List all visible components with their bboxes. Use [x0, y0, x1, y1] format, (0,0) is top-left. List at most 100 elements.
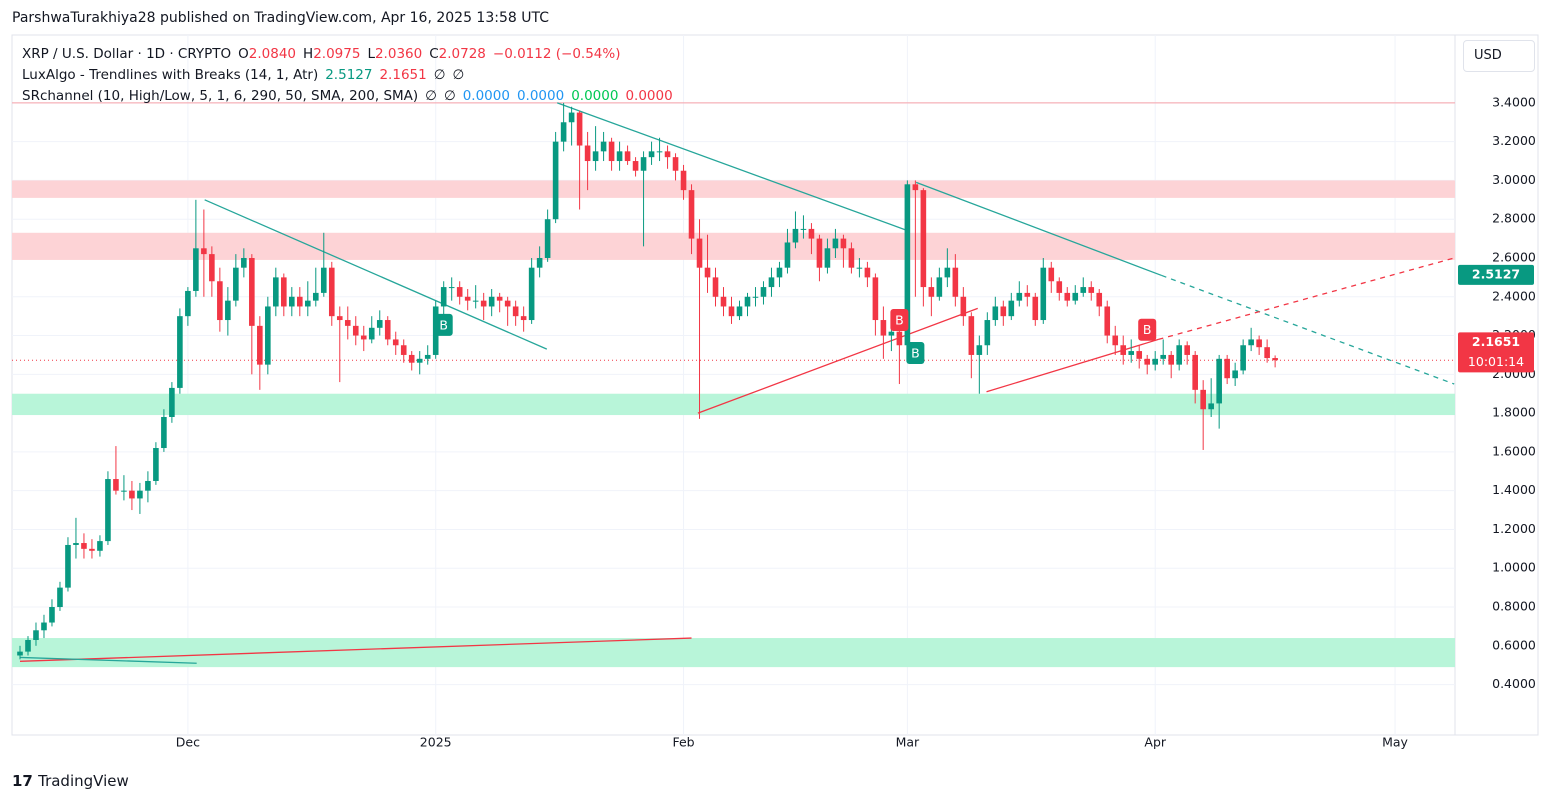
- signal-label: B: [439, 317, 448, 332]
- candle-body: [680, 170, 687, 191]
- candle-body: [273, 277, 279, 307]
- sr-zone: [12, 638, 1455, 668]
- candle-body: [976, 345, 983, 355]
- candle-body: [800, 228, 807, 230]
- candle-body: [400, 345, 407, 355]
- candle-body: [25, 639, 31, 652]
- y-tick-label: 0.6000: [1492, 637, 1536, 652]
- candle-body: [560, 122, 567, 142]
- legend-item: 2.0840: [248, 46, 297, 62]
- candle-body: [1136, 351, 1143, 359]
- trendline: [986, 338, 1159, 393]
- candle-body: [936, 277, 943, 297]
- candle-body: [624, 151, 631, 162]
- x-tick-label: Mar: [896, 735, 920, 750]
- candle-body: [616, 151, 623, 162]
- candle-body: [1168, 354, 1174, 365]
- candle-body: [480, 300, 487, 307]
- currency-button[interactable]: USD: [1463, 40, 1535, 72]
- legend-item: ∅: [433, 67, 446, 83]
- x-tick-label: Feb: [672, 735, 694, 750]
- candle-body: [536, 257, 543, 268]
- candle-body: [744, 296, 751, 307]
- candle-body: [752, 296, 759, 298]
- candle-body: [169, 387, 175, 417]
- candle-body: [456, 287, 463, 297]
- candle-body: [41, 622, 47, 631]
- signal-badge: [906, 342, 925, 365]
- candle-body: [1112, 335, 1119, 346]
- y-tick-label: 1.8000: [1492, 405, 1536, 420]
- candle-body: [185, 290, 191, 317]
- y-tick-label: 2.8000: [1492, 211, 1536, 226]
- candle-body: [209, 254, 215, 282]
- candle-body: [1048, 267, 1055, 282]
- sr-zone: [12, 180, 1455, 198]
- candle-body: [904, 184, 911, 346]
- candle-body: [504, 300, 511, 307]
- legend-item: 2.1651: [379, 67, 427, 83]
- y-tick-label: 2.6000: [1492, 249, 1536, 264]
- candle-body: [1056, 281, 1063, 293]
- legend-item: −0.0112 (−0.54%): [492, 46, 621, 62]
- candle-body: [832, 238, 839, 249]
- trendline: [204, 199, 548, 350]
- sr-zone: [12, 232, 1455, 260]
- candle-body: [328, 267, 335, 317]
- candle-body: [81, 543, 87, 549]
- header: ParshwaTurakhiya28 published on TradingV…: [12, 10, 549, 26]
- candle-body: [1272, 358, 1278, 361]
- candle-body: [776, 267, 783, 278]
- candle-body: [688, 190, 695, 239]
- candle-body: [968, 316, 975, 355]
- y-tick-label: 0.4000: [1492, 676, 1536, 691]
- signal-label: B: [895, 313, 904, 328]
- candle-body: [784, 242, 791, 268]
- candle-body: [880, 320, 887, 336]
- candle-body: [137, 490, 143, 499]
- y-tick-label: 3.0000: [1492, 172, 1536, 187]
- candle-body: [33, 630, 39, 640]
- candle-body: [1192, 354, 1198, 390]
- candle-body: [600, 141, 607, 152]
- countdown: 10:01:14: [1468, 354, 1524, 369]
- candle-body: [640, 157, 647, 171]
- legend: XRP / U.S. Dollar · 1D · CRYPTO O2.0840 H2…: [22, 44, 680, 107]
- candle-body: [704, 267, 711, 278]
- candle-body: [512, 306, 519, 317]
- candle-body: [464, 296, 471, 301]
- candle-body: [1008, 300, 1015, 317]
- plot-frame: [11, 34, 1539, 736]
- candle-body: [265, 306, 271, 365]
- x-tick-label: Dec: [176, 735, 200, 750]
- candle-body: [289, 296, 295, 307]
- candle-body: [1072, 292, 1079, 301]
- legend-line: LuxAlgo - Trendlines with Breaks (14, 1,…: [22, 65, 680, 86]
- candle-body: [528, 267, 535, 321]
- trendline: [1161, 274, 1455, 385]
- candle-body: [424, 354, 431, 359]
- candle-body: [1240, 345, 1246, 371]
- candle-body: [352, 325, 359, 336]
- candle-body: [1024, 292, 1031, 297]
- candle-body: [720, 296, 727, 307]
- candle-body: [736, 306, 743, 317]
- legend-item: LuxAlgo - Trendlines with Breaks (14, 1,…: [22, 67, 319, 83]
- price-badge-label: 2.1651: [1472, 334, 1520, 349]
- signal-label: B: [1143, 322, 1152, 337]
- candle-body: [1224, 358, 1230, 379]
- legend-item: 2.5127: [325, 67, 373, 83]
- candle-body: [696, 238, 703, 268]
- candle-body: [520, 316, 527, 321]
- footer-logo: 𝟭𝟳 TradingView: [12, 772, 129, 790]
- candle-body: [113, 479, 119, 491]
- signal-badge: [434, 313, 453, 336]
- legend-item: O: [238, 46, 249, 62]
- y-tick-label: 3.4000: [1492, 94, 1536, 109]
- x-tick-label: Apr: [1144, 735, 1166, 750]
- legend-item: 0.0000: [571, 88, 619, 104]
- y-tick-label: 1.4000: [1492, 482, 1536, 497]
- candle-body: [712, 277, 719, 297]
- candle-body: [105, 479, 111, 542]
- legend-item: 0.0000: [625, 88, 673, 104]
